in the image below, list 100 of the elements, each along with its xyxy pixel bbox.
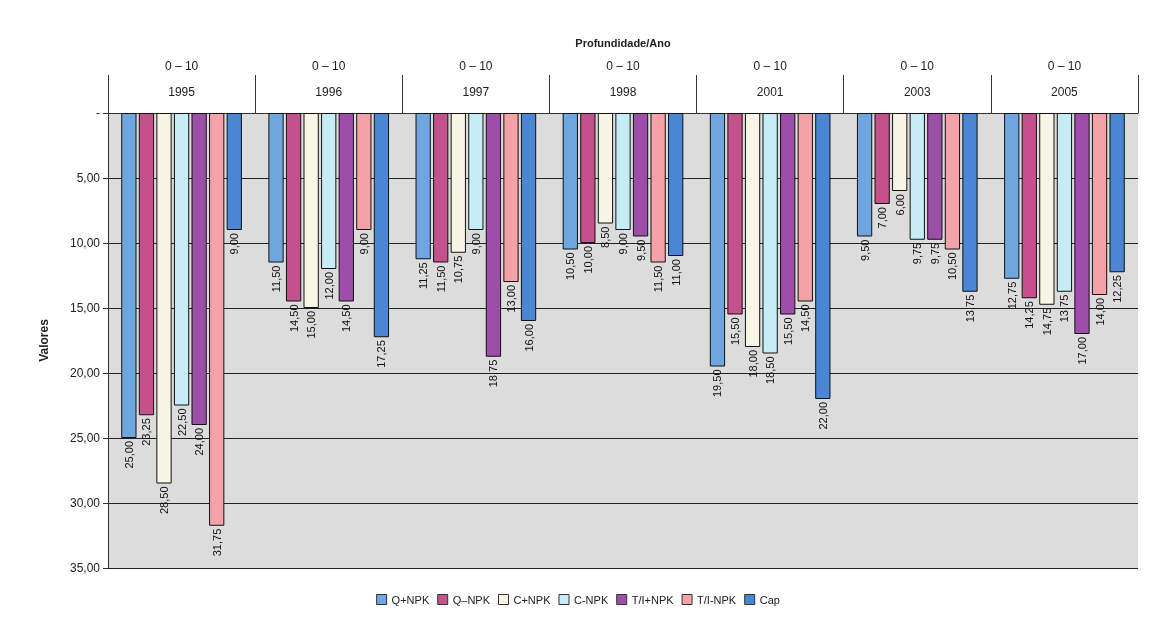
x-tick-label: 0 – 10 2001 [753,59,788,99]
data-label: 14,50 [287,304,300,333]
data-label: 9,75 [911,242,924,265]
data-label: 12,25 [1111,275,1124,303]
data-label: 17,25 [375,340,388,368]
data-label: 12,75 [1005,281,1018,310]
bar [815,113,831,399]
bar [1021,113,1037,299]
x-tick-label: 0 – 10 1995 [164,59,199,99]
data-label: 22,00 [816,402,829,430]
bar [615,113,631,230]
data-label: 11,50 [652,265,665,293]
legend-label: C+NPK [513,593,552,606]
bar [450,113,466,253]
data-label: 9,50 [858,239,871,261]
data-label: 10,75 [452,255,465,284]
bar [356,113,372,230]
x-tick-label: 0 – 10 2003 [900,59,935,99]
bar [944,113,961,250]
y-tick-label: 35,00 [69,561,101,575]
data-label: 12,00 [322,272,335,300]
y-tick-label: 10,00 [69,236,101,250]
x-tick-label: 0 – 10 1997 [459,59,493,99]
bar [874,113,890,204]
bar [485,113,502,357]
data-label: 31,75 [210,528,223,557]
x-tick-label: 0 – 10 1998 [606,59,640,99]
data-label: 9,00 [469,233,482,255]
bar [927,113,943,240]
data-label: 17,00 [1075,337,1088,365]
data-label: 9,75 [928,242,941,265]
data-label: 11,50 [434,265,447,293]
data-label: 9,00 [617,233,629,255]
bar [1039,113,1055,305]
bar [856,113,873,237]
data-label: 18,50 [764,356,777,385]
bar [650,113,666,263]
data-label: 22,50 [175,408,188,437]
data-label: 16,00 [522,324,535,352]
data-label: 14,50 [799,304,812,333]
bar [962,113,978,292]
y-tick-label: - [96,106,100,120]
bar [762,113,778,354]
bar [503,113,519,282]
data-label: 9,50 [634,239,647,261]
bar [373,113,390,338]
data-label: 19,50 [711,369,724,398]
y-tick-label: 15,00 [69,301,101,315]
legend-label: T/I+NPK [631,593,675,606]
data-label: 25,00 [122,441,135,469]
bar [727,113,743,315]
legend-label: Q+NPK [391,593,430,606]
bar [597,113,614,224]
data-label: 9,00 [228,233,241,255]
bar [1074,113,1090,334]
legend-label: Cap [759,593,780,606]
data-label: 6,00 [893,194,906,216]
data-label: 11,25 [417,262,430,289]
bar [173,113,190,406]
bar [668,113,684,256]
data-label: 10,50 [946,252,959,281]
x-tick-label: 0 – 10 1996 [312,59,346,99]
y-axis-title: Valores [37,318,51,362]
bar [744,113,761,347]
bar [121,113,137,438]
x-axis-title: Profundidade/Ano [575,36,671,49]
bar [780,113,796,315]
data-label: 15,50 [781,317,794,346]
legend-label: Q–NPK [452,593,491,606]
y-tick-label: 25,00 [69,431,101,445]
bar [285,113,302,302]
data-label: 15,50 [729,317,742,346]
bar [632,113,649,237]
data-label: 14,50 [340,304,353,333]
bar [268,113,284,263]
bar [433,113,449,263]
bar [1004,113,1020,279]
legend-label: T/I-NPK [697,593,737,606]
bar [209,113,225,526]
y-tick-label: 30,00 [69,496,101,510]
x-tick-label: 0 – 10 2005 [1047,59,1082,99]
data-label: 14,25 [1023,301,1036,329]
bar [562,113,578,250]
bar [580,113,596,243]
data-label: 13,75 [963,294,976,323]
bar [415,113,431,260]
data-label: 8,50 [599,226,612,248]
data-label: 13,75 [1058,294,1071,323]
bar [709,113,726,367]
bar [468,113,484,230]
bar [520,113,537,321]
data-label: 15,00 [305,311,318,339]
data-label: 24,00 [193,428,206,456]
data-label: 18,00 [746,350,759,378]
data-label: 9,00 [357,233,370,255]
bar [138,113,155,416]
bar [191,113,207,425]
legend-label: C-NPK [573,593,609,606]
y-tick-label: 5,00 [76,171,101,185]
data-label: 18,75 [487,359,500,388]
